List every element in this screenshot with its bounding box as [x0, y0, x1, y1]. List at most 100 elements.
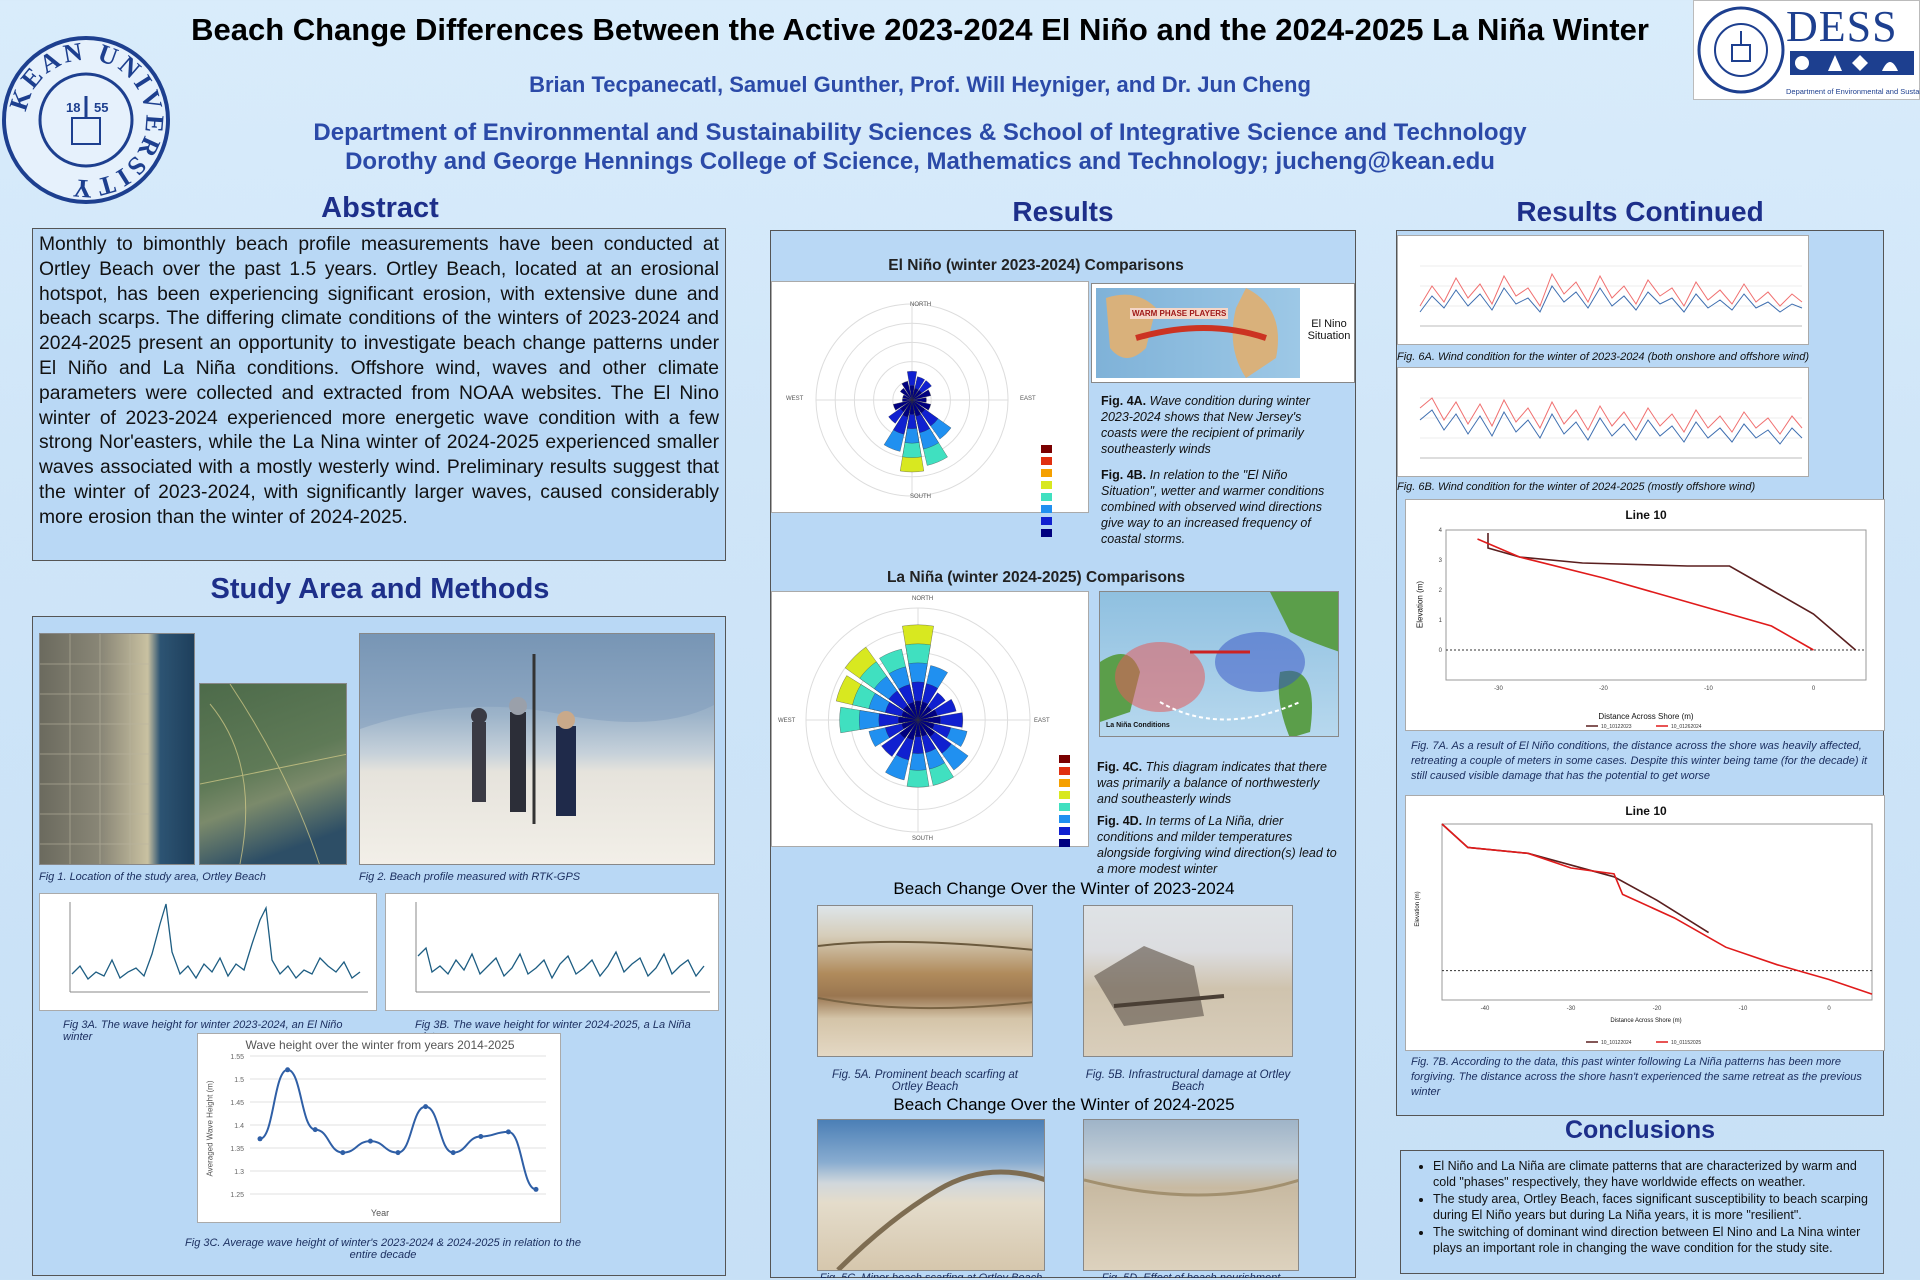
el-nino-heading: El Niño (winter 2023-2024) Comparisons: [888, 257, 1184, 274]
fig5d-caption: Fig. 5D. Effect of beach nourishment pra…: [1101, 1272, 1281, 1278]
la-nina-conditions-map: La Niña Conditions: [1099, 591, 1339, 737]
la-nina-heading: La Niña (winter 2024-2025) Comparisons: [886, 569, 1186, 586]
conclusion-item: The study area, Ortley Beach, faces sign…: [1433, 1192, 1873, 1223]
rose-petal: [917, 719, 928, 737]
fig3c-ytick-label: 1.25: [230, 1192, 244, 1199]
fig5b-photo: [1083, 905, 1293, 1057]
rose-petal: [901, 381, 913, 401]
fig3a-wave-height-chart: [39, 893, 377, 1011]
kean-seal-text: KEAN UNIVERSITY: [6, 40, 166, 200]
fig7a-plot: -30 -20 -10 0 4 3 2 1 0 10_10122023 10_01262024: [1439, 528, 1867, 730]
fig3c-caption: Fig 3C. Average wave height of winter's …: [185, 1237, 581, 1261]
rose-petal: [901, 719, 919, 730]
fig7b-caption: Fig. 7B. According to the data, this pas…: [1411, 1056, 1862, 1098]
fig7a-title: Line 10: [1625, 508, 1667, 522]
fig6a-caption: Fig. 6A. Wind condition for the winter o…: [1397, 351, 1810, 363]
profile-xtick-label: -30: [1494, 686, 1503, 692]
rose-petal: [900, 399, 913, 412]
rose-petal: [909, 385, 915, 401]
fig7b-xlabel: Distance Across Shore (m): [1610, 1018, 1682, 1024]
fig1-satellite-region: [199, 683, 347, 865]
profile-xtick-label: 0: [1812, 686, 1816, 692]
fig3c-chart: Wave height over the winter from years 2…: [197, 1033, 561, 1223]
fig3c-ytick-label: 1.3: [234, 1169, 244, 1176]
rose-petal: [911, 390, 922, 401]
fig5a-caption: Fig. 5A. Prominent beach scarfing at Ort…: [831, 1069, 1018, 1093]
profile-xtick-label: -20: [1653, 1006, 1662, 1012]
rose-petal: [909, 399, 915, 415]
fig1-satellite-zoom: [39, 633, 195, 865]
kean-small-seal-icon: [1697, 6, 1785, 94]
rose-petal: [908, 702, 919, 721]
profile-ytick-label: 3: [1439, 558, 1443, 564]
fig3c-xlabel: Year: [370, 1208, 390, 1218]
fig3c-point: [533, 1186, 539, 1192]
poster-title: Beach Change Differences Between the Act…: [191, 12, 1649, 47]
fig5d-photo: [1083, 1119, 1299, 1271]
fig7a-xlabel: Distance Across Shore (m): [1598, 712, 1694, 721]
rose-petal: [917, 719, 935, 737]
fig5b-caption: Fig. 5B. Infrastructural damage at Ortle…: [1085, 1069, 1291, 1093]
fig3c-point: [423, 1104, 429, 1110]
rose-petal: [903, 705, 919, 721]
rose-petal: [911, 388, 919, 401]
fig5c-caption: Fig. 5C. Minor beach scarfing at Ortley …: [819, 1272, 1043, 1278]
fig5a-photo: [817, 905, 1033, 1057]
rose-petal: [915, 719, 921, 737]
rose-petal: [911, 399, 922, 417]
fig6b-wind-chart: [1397, 367, 1809, 477]
fig3c-point: [367, 1138, 373, 1144]
conclusions-list: El Niño and La Niña are climate patterns…: [1401, 1151, 1883, 1264]
fig4a-text: Fig. 4A. Wave condition during winter 20…: [1101, 394, 1310, 456]
svg-text:18: 18: [66, 100, 80, 115]
dess-icons-bar: [1790, 51, 1914, 75]
rose-petal: [911, 389, 931, 401]
abstract-text: Monthly to bimonthly beach profile measu…: [39, 234, 719, 528]
profile-legend-label: 10_01262024: [1671, 724, 1702, 730]
profile-xtick-label: 0: [1827, 1006, 1831, 1012]
rose-petal: [902, 394, 913, 401]
la-nina-map-label: La Niña Conditions: [1106, 722, 1170, 729]
rose-petal: [901, 710, 919, 721]
la-nina-rose-plot: [805, 607, 1031, 833]
profile-xtick-label: -10: [1704, 686, 1713, 692]
conclusions-box: El Niño and La Niña are climate patterns…: [1400, 1150, 1884, 1274]
results-heading: Results: [1012, 196, 1114, 227]
rose-petal: [914, 700, 922, 721]
profile-series-line: [1441, 823, 1710, 934]
rose-petal: [906, 719, 919, 741]
profile-plot-frame: [1441, 823, 1873, 1001]
conclusions-heading: Conclusions: [1564, 1116, 1715, 1144]
profile-xtick-label: -20: [1599, 686, 1608, 692]
fig3c-point: [395, 1150, 401, 1156]
fig3c-ytick-label: 1.5: [234, 1077, 244, 1084]
fig2-rtk-gps-photo: [359, 633, 715, 865]
fig6b-caption: Fig. 6B. Wind condition for the winter o…: [1397, 481, 1756, 493]
fig3c-ytick-label: 1.4: [234, 1123, 244, 1130]
profile-legend-label: 10_01152025: [1671, 1040, 1701, 1046]
fig3b-wave-series: [415, 902, 710, 993]
fig5c-photo: [817, 1119, 1045, 1271]
kean-seal-logo: KEAN UNIVERSITY 18 55: [2, 36, 170, 204]
fig7a-profile-chart: Line 10 Distance Across Shore (m) Elevat…: [1405, 499, 1885, 731]
rose-petal: [917, 719, 935, 730]
el-nino-wind-rose: NORTH SOUTH EAST WEST: [771, 281, 1089, 513]
fig4b-text: Fig. 4B. In relation to the "El Niño Sit…: [1101, 468, 1325, 546]
fig3a-caption: Fig 3A. The wave height for winter 2023-…: [63, 1019, 343, 1043]
svg-text:55: 55: [94, 100, 108, 115]
beach-change-2024-heading: Beach Change Over the Winter of 2024-202…: [893, 1095, 1235, 1114]
profile-xtick-label: -10: [1739, 1006, 1748, 1012]
rose-petal: [917, 716, 941, 724]
rose-petal: [917, 706, 932, 721]
rose-petal: [900, 388, 913, 401]
fig3b-wave-height-chart: [385, 893, 719, 1011]
profile-ytick-label: 4: [1439, 528, 1443, 534]
study-area-box: Fig 1. Location of the study area, Ortle…: [32, 616, 726, 1276]
rose1-legend: [1041, 445, 1052, 537]
fig6a-wind-series: [1419, 265, 1803, 327]
profile-xtick-label: -30: [1567, 1006, 1576, 1012]
profile-legend-label: 10_10122024: [1601, 1040, 1632, 1046]
fig4c-text: Fig. 4C. This diagram indicates that the…: [1097, 760, 1327, 806]
dess-logo: DESS Department of Environmental and Sus…: [1693, 0, 1920, 100]
rose-petal: [893, 399, 913, 411]
